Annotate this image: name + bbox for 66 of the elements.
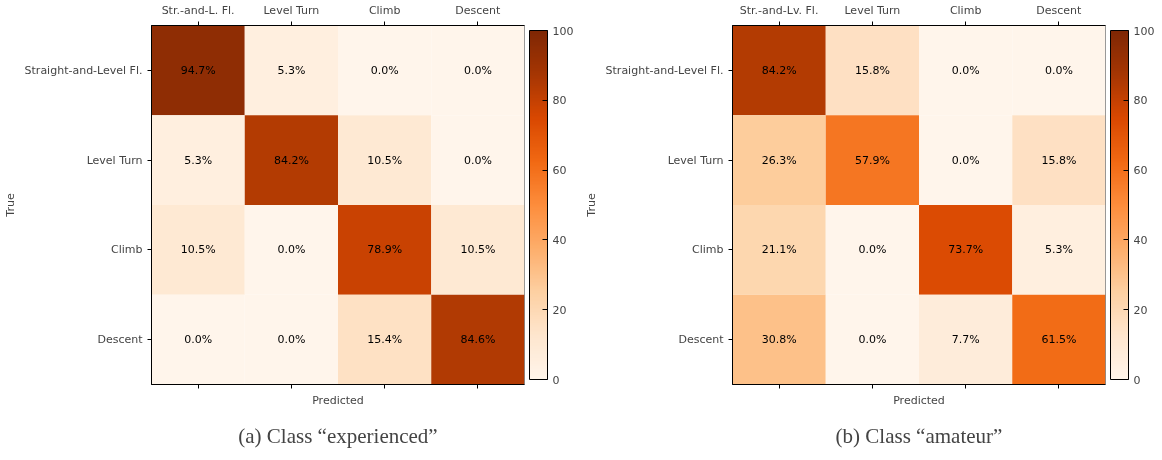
data-label: 0.0% [370, 63, 399, 77]
data-label: 0.0% [951, 63, 980, 77]
data-label: 0.0% [184, 333, 213, 347]
data-label: 5.3% [184, 153, 213, 167]
data-label: 21.1% [761, 243, 797, 257]
data-label: 61.5% [1041, 333, 1077, 347]
data-label: 0.0% [858, 243, 887, 257]
x-tick-label: Str.-and-Lv. Fl. [739, 3, 819, 17]
text: (b) Class “amateur” [835, 424, 1003, 448]
y-axis-title: True [584, 193, 598, 218]
y-tick-label: Climb [111, 243, 143, 257]
y-tick-label: Level Turn [86, 153, 143, 167]
x-tick-label: Level Turn [844, 3, 901, 17]
y-tick-label: Straight-and-Level Fl. [24, 63, 143, 77]
data-label: 10.5% [460, 243, 496, 257]
data-label: 30.8% [761, 333, 797, 347]
data-label: 0.0% [277, 243, 306, 257]
x-tick-label: Str.-and-L. Fl. [161, 3, 235, 17]
y-tick-label: Level Turn [667, 153, 724, 167]
y-axis-title: True [3, 193, 17, 218]
data-label: 0.0% [463, 63, 492, 77]
data-label: 78.9% [367, 243, 403, 257]
color-bar-label: 100 [1133, 24, 1155, 38]
color-bar-label: 80 [552, 94, 567, 108]
data-label: 0.0% [858, 333, 887, 347]
data-label: 15.4% [367, 333, 403, 347]
y-tick-label: Descent [678, 333, 725, 347]
x-tick-label: Climb [949, 3, 982, 17]
data-label: 7.7% [951, 333, 980, 347]
data-label: 26.3% [761, 153, 797, 167]
color-bar-label: 20 [552, 303, 567, 317]
x-axis-title: Predicted [893, 393, 945, 407]
color-bar-label: 60 [552, 164, 567, 178]
x-tick-label: Climb [368, 3, 401, 17]
x-tick-label: Descent [1036, 3, 1083, 17]
color-bar-label: 20 [1133, 303, 1148, 317]
data-label: 84.6% [460, 333, 496, 347]
text: (a) Class “experienced” [238, 424, 438, 448]
data-label: 57.9% [854, 153, 890, 167]
data-label: 15.8% [854, 63, 890, 77]
data-label: 0.0% [463, 153, 492, 167]
data-label: 84.2% [273, 153, 309, 167]
data-label: 5.3% [277, 63, 306, 77]
data-label: 0.0% [277, 333, 306, 347]
data-label: 84.2% [761, 63, 797, 77]
data-label: 94.7% [180, 63, 216, 77]
y-tick-label: Straight-and-Level Fl. [605, 63, 724, 77]
data-label: 73.7% [948, 243, 984, 257]
color-bar-label: 100 [552, 24, 574, 38]
y-tick-label: Descent [97, 333, 144, 347]
color-bar-label: 80 [1133, 94, 1148, 108]
y-tick-label: Climb [692, 243, 724, 257]
data-label: 15.8% [1041, 153, 1077, 167]
data-label: 10.5% [180, 243, 216, 257]
data-label: 0.0% [951, 153, 980, 167]
color-bar-label: 40 [552, 233, 567, 247]
data-label: 10.5% [367, 153, 403, 167]
data-label: 5.3% [1044, 243, 1073, 257]
color-bar-label: 0 [552, 373, 560, 387]
x-tick-label: Descent [455, 3, 502, 17]
color-bar-label: 40 [1133, 233, 1148, 247]
color-bar-label: 60 [1133, 164, 1148, 178]
x-axis-title: Predicted [312, 393, 364, 407]
data-label: 0.0% [1044, 63, 1073, 77]
x-tick-label: Level Turn [263, 3, 320, 17]
color-bar-label: 0 [1133, 373, 1141, 387]
